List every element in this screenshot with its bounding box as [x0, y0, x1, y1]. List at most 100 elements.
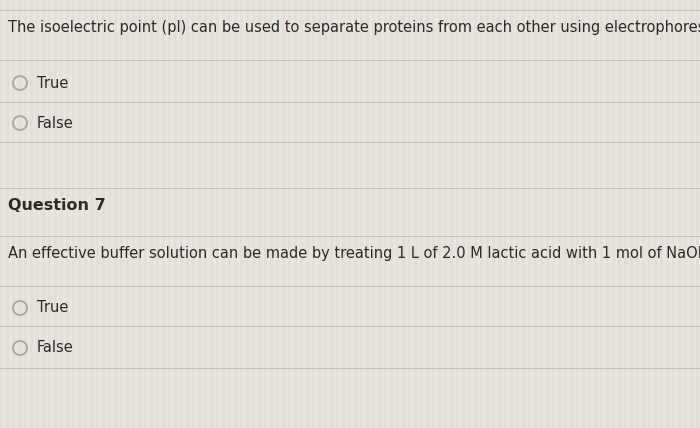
Text: True: True	[37, 75, 69, 90]
Bar	[552, 0, 555, 428]
Bar	[426, 0, 429, 428]
Bar	[372, 0, 375, 428]
Bar	[30, 0, 33, 428]
Bar	[204, 0, 207, 428]
Bar	[504, 0, 507, 428]
Bar	[36, 0, 39, 428]
Bar	[330, 0, 333, 428]
Bar	[240, 0, 243, 428]
Bar	[654, 0, 657, 428]
Bar	[102, 0, 105, 428]
Bar	[294, 0, 297, 428]
Bar	[162, 0, 165, 428]
Bar	[258, 0, 261, 428]
Bar	[450, 0, 453, 428]
Bar	[696, 0, 699, 428]
Bar	[546, 0, 549, 428]
Bar	[342, 0, 345, 428]
Bar	[666, 0, 669, 428]
Bar	[42, 0, 45, 428]
Bar	[234, 0, 237, 428]
Bar	[120, 0, 123, 428]
Bar	[432, 0, 435, 428]
Bar	[378, 0, 381, 428]
Bar	[528, 0, 531, 428]
Bar	[516, 0, 519, 428]
Bar	[636, 0, 639, 428]
Bar	[282, 0, 285, 428]
Bar	[486, 0, 489, 428]
Bar	[390, 0, 393, 428]
Bar	[18, 0, 21, 428]
Bar	[222, 0, 225, 428]
Bar	[312, 0, 315, 428]
Bar	[414, 0, 417, 428]
Bar	[306, 0, 309, 428]
Bar	[402, 0, 405, 428]
Bar	[90, 0, 93, 428]
Bar	[78, 0, 81, 428]
Bar	[408, 0, 411, 428]
Bar	[24, 0, 27, 428]
Bar	[600, 0, 603, 428]
Bar	[66, 0, 69, 428]
Bar	[108, 0, 111, 428]
Bar	[588, 0, 591, 428]
Text: Question 7: Question 7	[8, 198, 106, 213]
Bar	[618, 0, 621, 428]
Bar	[648, 0, 651, 428]
Text: True: True	[37, 300, 69, 315]
Bar	[210, 0, 213, 428]
Bar	[72, 0, 75, 428]
Bar	[444, 0, 447, 428]
Bar	[156, 0, 159, 428]
Bar	[114, 0, 117, 428]
Bar	[126, 0, 129, 428]
Bar	[606, 0, 609, 428]
Bar	[564, 0, 567, 428]
Bar	[48, 0, 51, 428]
Bar	[348, 0, 351, 428]
Bar	[168, 0, 171, 428]
Bar	[252, 0, 255, 428]
Bar	[366, 0, 369, 428]
Bar	[198, 0, 201, 428]
Bar	[498, 0, 501, 428]
Bar	[216, 0, 219, 428]
Bar	[192, 0, 195, 428]
Bar	[132, 0, 135, 428]
Bar	[264, 0, 267, 428]
Bar	[660, 0, 663, 428]
Bar	[474, 0, 477, 428]
Bar	[462, 0, 465, 428]
Bar	[60, 0, 63, 428]
Bar	[150, 0, 153, 428]
Bar	[672, 0, 675, 428]
Bar	[594, 0, 597, 428]
Bar	[456, 0, 459, 428]
Bar	[630, 0, 633, 428]
Bar	[684, 0, 687, 428]
Bar	[576, 0, 579, 428]
Bar	[270, 0, 273, 428]
Bar	[174, 0, 177, 428]
Bar	[288, 0, 291, 428]
Bar	[354, 0, 357, 428]
Bar	[612, 0, 615, 428]
Bar	[384, 0, 387, 428]
Bar	[180, 0, 183, 428]
Text: False: False	[37, 116, 74, 131]
Bar	[468, 0, 471, 428]
Bar	[0, 0, 3, 428]
Bar	[558, 0, 561, 428]
Bar	[186, 0, 189, 428]
Bar	[396, 0, 399, 428]
Bar	[438, 0, 441, 428]
Bar	[324, 0, 327, 428]
Bar	[510, 0, 513, 428]
Bar	[228, 0, 231, 428]
Text: The isoelectric point (pl) can be used to separate proteins from each other usin: The isoelectric point (pl) can be used t…	[8, 20, 700, 35]
Bar	[642, 0, 645, 428]
Bar	[420, 0, 423, 428]
Bar	[522, 0, 525, 428]
